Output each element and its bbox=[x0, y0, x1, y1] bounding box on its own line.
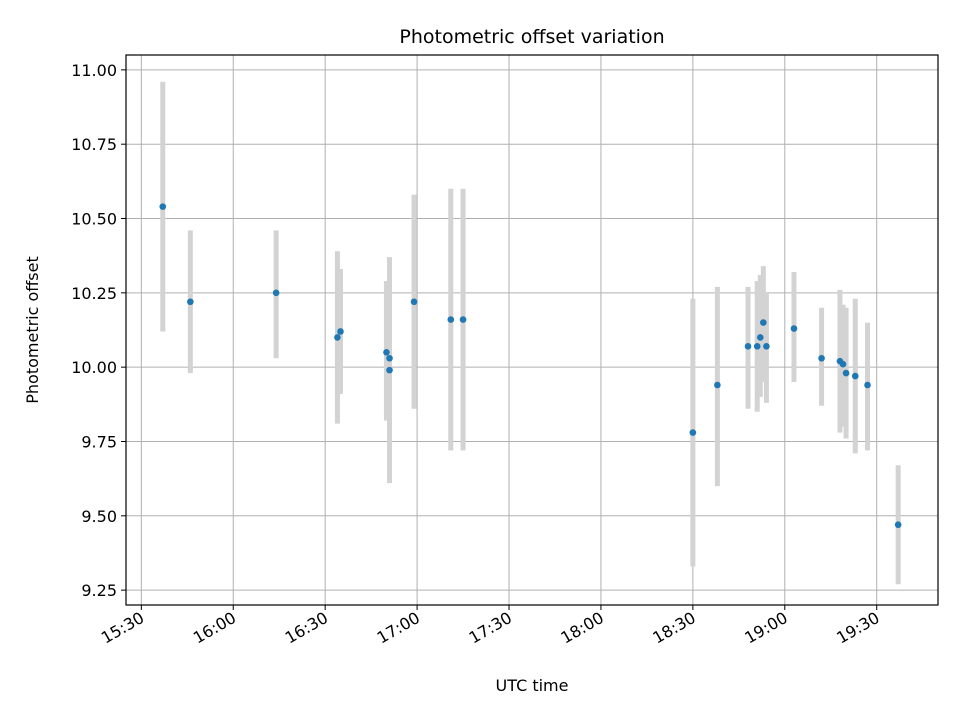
y-tick-label: 10.00 bbox=[71, 358, 117, 377]
data-point bbox=[839, 360, 847, 368]
y-tick-label: 9.50 bbox=[81, 507, 117, 526]
x-axis-title: UTC time bbox=[496, 676, 569, 695]
x-tick-label: 16:30 bbox=[282, 608, 331, 648]
x-tick-label: 17:00 bbox=[374, 608, 423, 648]
y-axis-title: Photometric offset bbox=[23, 256, 42, 404]
data-point bbox=[760, 319, 767, 326]
y-tick-label: 10.75 bbox=[71, 135, 117, 154]
data-point bbox=[337, 328, 344, 335]
y-tick-label: 10.50 bbox=[71, 210, 117, 229]
data-point bbox=[790, 325, 798, 332]
chart-title: Photometric offset variation bbox=[399, 26, 664, 48]
x-tick-label: 17:30 bbox=[466, 608, 515, 648]
x-tick-label: 18:00 bbox=[558, 608, 607, 648]
data-point bbox=[459, 316, 467, 323]
data-point bbox=[818, 354, 825, 362]
y-tick-label: 9.75 bbox=[81, 432, 117, 451]
data-point bbox=[386, 366, 393, 374]
x-tick-label: 19:30 bbox=[833, 608, 882, 648]
data-point bbox=[894, 521, 902, 529]
data-point bbox=[851, 372, 859, 380]
x-tick-label: 15:30 bbox=[98, 608, 147, 648]
x-tick-label: 19:00 bbox=[741, 608, 790, 648]
data-point bbox=[763, 343, 770, 350]
grid-lines bbox=[126, 55, 938, 605]
data-point bbox=[334, 334, 341, 341]
data-point bbox=[714, 381, 721, 389]
data-point bbox=[447, 316, 455, 323]
data-points bbox=[159, 203, 902, 529]
data-point bbox=[756, 334, 764, 341]
data-point bbox=[410, 298, 418, 306]
y-tick-label: 11.00 bbox=[71, 61, 117, 80]
data-point bbox=[159, 203, 167, 210]
error-bars bbox=[160, 81, 901, 585]
data-point bbox=[864, 381, 871, 389]
data-point bbox=[689, 429, 697, 436]
y-tick-label: 9.25 bbox=[81, 581, 117, 600]
x-tick-label: 18:30 bbox=[649, 608, 698, 648]
data-point bbox=[753, 343, 761, 350]
plot-frame bbox=[125, 54, 939, 606]
y-tick-label: 10.25 bbox=[71, 284, 117, 303]
data-point bbox=[187, 298, 194, 306]
data-point bbox=[744, 343, 752, 350]
data-point bbox=[386, 354, 393, 362]
data-point bbox=[383, 348, 390, 356]
data-point bbox=[842, 369, 850, 377]
data-point bbox=[272, 289, 280, 297]
x-tick-label: 16:00 bbox=[190, 608, 239, 648]
